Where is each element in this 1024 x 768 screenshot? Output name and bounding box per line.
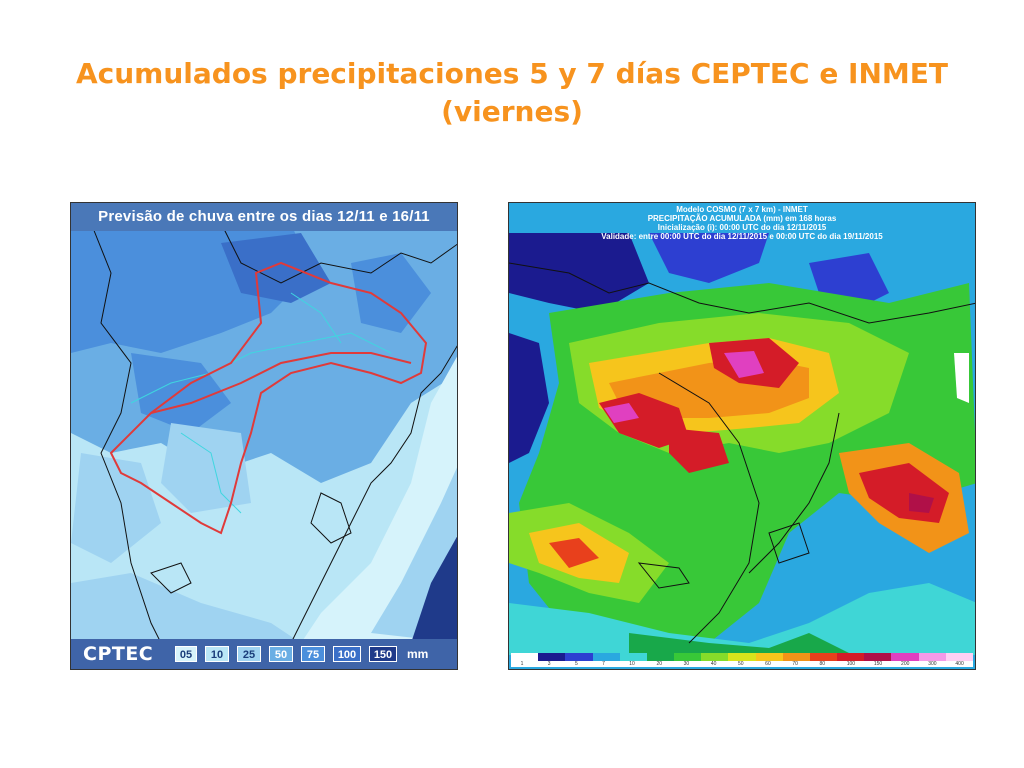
inmet-scale-cell — [891, 653, 919, 661]
cptec-legend-item: 25 — [237, 646, 261, 662]
cptec-legend-unit: mm — [407, 647, 429, 661]
inmet-scale-cell — [809, 653, 838, 661]
inmet-scale-cell — [755, 653, 783, 661]
inmet-map-header: Modelo COSMO (7 x 7 km) - INMET PRECIPIT… — [509, 205, 975, 241]
inmet-scale-cell — [674, 653, 702, 661]
cptec-legend-item: 10 — [205, 646, 229, 662]
inmet-color-scale: 1 3 5 7 10 20 30 40 50 60 70 80 100 150 200 300 400 — [511, 653, 973, 667]
inmet-scale-label: 50 — [738, 661, 744, 667]
inmet-scale-label: 3 — [547, 661, 551, 667]
inmet-scale-cell — [782, 653, 810, 661]
inmet-scale-label: 300 — [928, 661, 937, 667]
inmet-scale-label: 100 — [846, 661, 856, 667]
inmet-scale-cell — [592, 653, 620, 661]
inmet-scale-cell — [565, 653, 593, 661]
cptec-map-header: Previsão de chuva entre os dias 12/11 e … — [71, 203, 457, 231]
cptec-legend-item: 75 — [301, 646, 325, 662]
inmet-scale-cell — [864, 653, 892, 661]
slide-title-line2: (viernes) — [441, 95, 583, 128]
inmet-scale-cell — [701, 653, 729, 661]
inmet-scale-label: 150 — [873, 661, 883, 667]
inmet-header-line: Inicialização (i): 00:00 UTC do dia 12/1… — [657, 223, 827, 232]
inmet-scale-label: 1 — [520, 661, 524, 667]
inmet-scale-label: 70 — [792, 661, 798, 667]
inmet-scale-label: 20 — [656, 661, 663, 667]
inmet-scale-label: 400 — [955, 661, 964, 667]
cptec-legend-item: 50 — [269, 646, 293, 662]
inmet-header-line: Modelo COSMO (7 x 7 km) - INMET — [676, 205, 808, 214]
inmet-scale-cell — [837, 653, 865, 661]
cptec-legend-item: 150 — [369, 646, 397, 662]
cptec-forecast-map: Previsão de chuva entre os dias 12/11 e … — [70, 202, 458, 670]
inmet-scale-label: 60 — [765, 661, 771, 667]
inmet-scale-cell — [619, 653, 647, 661]
slide-title-line1: Acumulados precipitaciones 5 y 7 días CE… — [75, 57, 949, 90]
inmet-scale-label: 5 — [574, 661, 578, 667]
inmet-scale-cell — [945, 653, 973, 661]
inmet-map-graphic — [509, 203, 975, 669]
slide-title: Acumulados precipitaciones 5 y 7 días CE… — [0, 55, 1024, 131]
cptec-legend-item: 05 — [175, 646, 197, 662]
inmet-scale-label: 7 — [602, 661, 605, 667]
inmet-scale-label: 80 — [819, 661, 826, 667]
inmet-cosmo-map: Modelo COSMO (7 x 7 km) - INMET PRECIPIT… — [508, 202, 976, 670]
cptec-legend-item: 100 — [333, 646, 361, 662]
inmet-scale-label: 200 — [901, 661, 910, 667]
cptec-legend: CPTEC 05 10 25 50 75 100 150 mm — [71, 639, 457, 669]
cptec-map-graphic — [71, 203, 457, 669]
inmet-scale-cell — [728, 653, 756, 661]
inmet-scale-cell — [511, 653, 539, 661]
cptec-logo: CPTEC — [83, 643, 154, 665]
inmet-header-line: Validade: entre 00:00 UTC do dia 12/11/2… — [601, 232, 883, 241]
inmet-header-line: PRECIPITAÇÃO ACUMULADA (mm) em 168 horas — [647, 214, 837, 223]
inmet-scale-label: 10 — [629, 661, 635, 667]
inmet-scale-cell — [918, 653, 946, 661]
inmet-scale-label: 30 — [683, 661, 690, 667]
inmet-scale-cell — [646, 653, 675, 661]
inmet-scale-label: 40 — [710, 661, 717, 667]
inmet-scale-cell — [538, 653, 566, 661]
